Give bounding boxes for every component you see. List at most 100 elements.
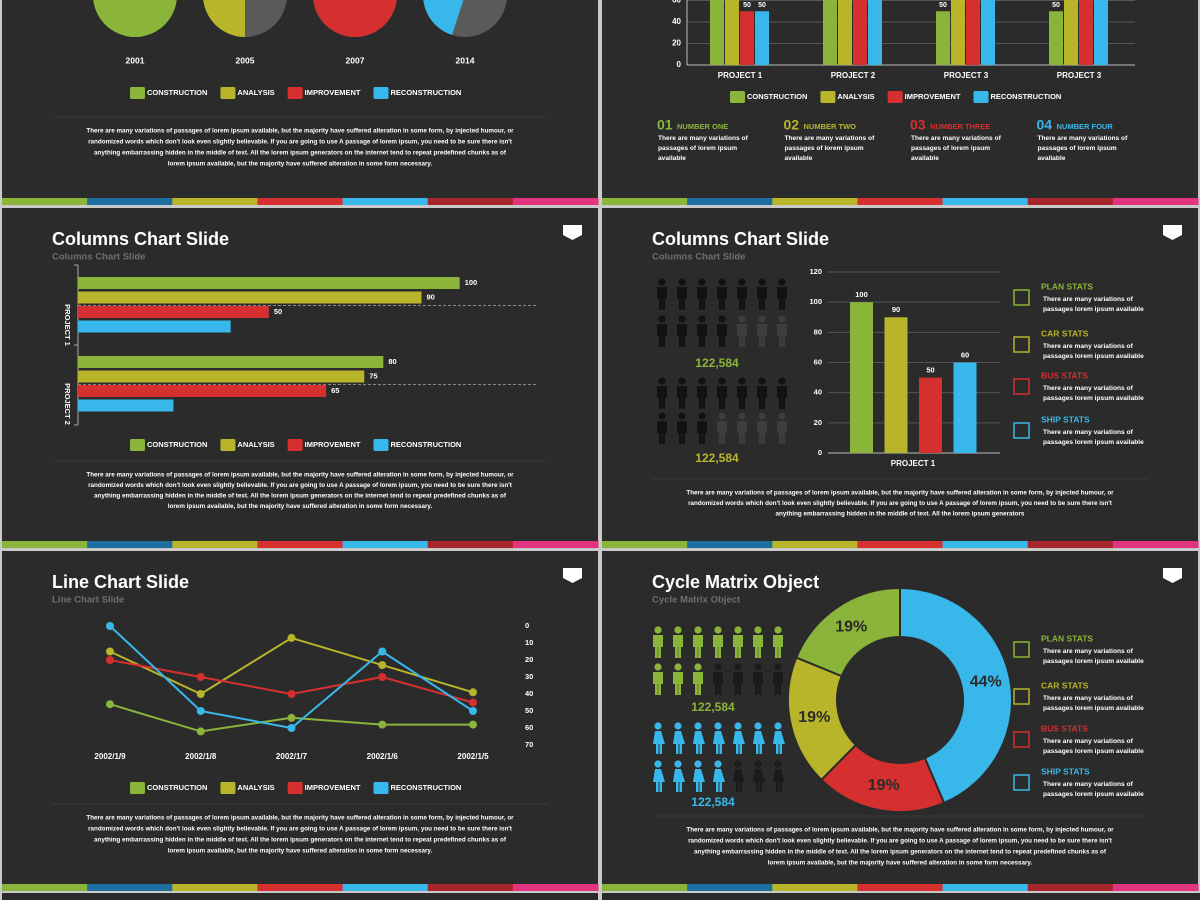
bar: [78, 370, 365, 383]
person-icon: [657, 324, 667, 347]
body-text: There are many variations of passages of…: [86, 128, 514, 135]
person-icon: [717, 287, 727, 310]
y-tick-label: 40: [814, 388, 822, 397]
legend-swatch: [130, 439, 145, 451]
person-icon: [754, 663, 762, 671]
person-icon: [653, 731, 665, 754]
point: [287, 724, 296, 732]
color-strip: [687, 884, 773, 891]
point: [106, 656, 114, 664]
stat-box: [1013, 289, 1030, 306]
item-text: available: [658, 155, 686, 162]
bar-value: 80: [388, 357, 396, 366]
person-icon: [697, 287, 707, 310]
legend-label: ANALYSIS: [237, 440, 274, 449]
person-icon: [753, 731, 765, 754]
slide-icon: [1163, 225, 1182, 240]
legend-swatch: [287, 782, 303, 794]
person-icon: [773, 635, 783, 658]
slide: Columns Chart Slide Columns Chart Slide PR…: [2, 208, 599, 548]
bar: [884, 317, 908, 453]
person-icon: [698, 278, 706, 286]
person-icon: [738, 315, 746, 323]
person-icon: [654, 760, 662, 768]
point: [106, 622, 114, 630]
person-icon: [677, 421, 687, 444]
person-icon: [657, 386, 667, 409]
stat-name: PLAN STATS: [1041, 281, 1093, 291]
stat-box: [1013, 336, 1030, 353]
y-tick-label: 20: [525, 655, 533, 664]
stat-name: SHIP STATS: [1041, 414, 1090, 424]
bar: [755, 11, 769, 65]
color-strip: [427, 884, 514, 891]
person-icon: [694, 760, 702, 768]
legend-swatch: [220, 782, 236, 794]
item-text: passages of lorem ipsum: [785, 145, 864, 152]
person-icon: [753, 635, 763, 658]
bar: [78, 291, 422, 304]
point: [378, 647, 387, 656]
point: [196, 727, 205, 736]
person-icon: [674, 663, 682, 671]
bar-value: 50: [939, 2, 947, 9]
item-text: There are many variations of: [785, 135, 876, 142]
x-tick-label: 2002/1/8: [185, 752, 217, 761]
person-icon: [734, 722, 742, 730]
point: [287, 713, 296, 722]
legend-label: ANALYSIS: [237, 783, 274, 792]
stat-text: There are many variations of: [1043, 296, 1134, 303]
bar: [710, 0, 724, 65]
y-tick-label: 80: [814, 327, 822, 336]
x-tick-label: 2002/1/7: [276, 752, 308, 761]
person-icon: [733, 635, 743, 658]
stat-name: PLAN STATS: [1041, 633, 1093, 643]
bar: [919, 377, 942, 453]
item-text: There are many variations of: [1038, 135, 1129, 142]
group-label: PROJECT 2: [63, 383, 72, 425]
color-strip: [427, 541, 514, 548]
color-strip: [342, 198, 429, 205]
donut-label: 19%: [868, 777, 900, 794]
legend-label: CONSTRUCTION: [147, 88, 207, 97]
person-icon: [718, 278, 726, 286]
body-text: randomized words which don't look even s…: [88, 826, 513, 833]
bar: [953, 362, 977, 453]
legend-swatch: [887, 91, 903, 103]
body-text: randomized words which don't look even s…: [88, 482, 513, 489]
person-icon: [694, 626, 702, 634]
color-strip: [1112, 541, 1199, 548]
person-icon: [714, 626, 722, 634]
person-icon: [753, 672, 763, 695]
body-text: lorem ipsum available, but the majority …: [168, 848, 433, 855]
color-strip: [512, 884, 599, 891]
person-icon: [758, 278, 766, 286]
person-icon: [757, 324, 767, 347]
body-text: lorem ipsum available, but the majority …: [168, 503, 433, 510]
stat-box: [1013, 774, 1030, 791]
item-text: passages of lorem ipsum: [658, 145, 737, 152]
slide-bg: [2, 0, 598, 205]
item-text: available: [785, 155, 813, 162]
person-icon: [677, 386, 687, 409]
person-icon: [734, 626, 742, 634]
item-number: 01: [657, 117, 673, 133]
color-strip: [2, 198, 88, 205]
y-tick-label: 50: [525, 706, 533, 715]
person-icon: [734, 760, 742, 768]
stat-name: BUS STATS: [1041, 370, 1088, 380]
donut-segment: [899, 586, 1013, 805]
x-tick-label: PROJECT 3: [1057, 71, 1102, 80]
bar: [823, 0, 837, 65]
item-label: NUMBER ONE: [677, 122, 728, 131]
year-label: 2001: [126, 55, 145, 65]
legend-label: RECONSTRUCTION: [391, 783, 462, 792]
body-text: randomized words which don't look even s…: [688, 838, 1113, 845]
bar: [78, 277, 460, 289]
stat-text: There are many variations of: [1043, 648, 1134, 655]
pie-slice: [93, 0, 177, 37]
item-label: NUMBER THREE: [930, 122, 990, 131]
stat-name: BUS STATS: [1041, 723, 1088, 733]
person-icon: [774, 626, 782, 634]
